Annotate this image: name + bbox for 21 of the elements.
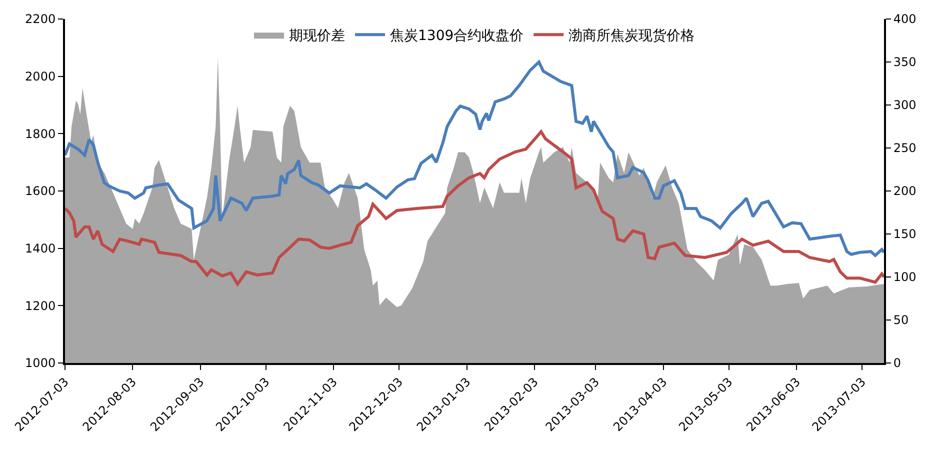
line-series: [65, 60, 884, 257]
y2-tick-label: 300: [893, 98, 916, 112]
y2-tick-label: 350: [893, 55, 916, 70]
y-tick-label: 1400: [25, 242, 56, 256]
y-tick-label: 2200: [25, 12, 56, 26]
y2-tick-label: 0: [893, 356, 902, 370]
y-tick-label: 2000: [25, 70, 56, 84]
y2-tick-label: 100: [893, 270, 916, 284]
y-tick-label: 1200: [25, 298, 56, 313]
y2-tick-label: 200: [893, 184, 916, 198]
legend-label: 期现价差: [289, 28, 345, 44]
legend-label: 焦炭1309合约收盘价: [390, 28, 524, 44]
y2-tick-label: 250: [893, 141, 916, 156]
y2-tick-label: 150: [893, 227, 916, 242]
y2-tick-label: 50: [893, 313, 909, 328]
line-series: [65, 130, 884, 286]
y-tick-label: 1800: [25, 126, 56, 141]
y-tick-label: 1000: [25, 356, 56, 370]
y-tick-label: 1600: [25, 184, 56, 198]
y2-tick-label: 400: [893, 12, 916, 26]
legend-label: 渤商所焦炭现货价格: [568, 28, 695, 44]
